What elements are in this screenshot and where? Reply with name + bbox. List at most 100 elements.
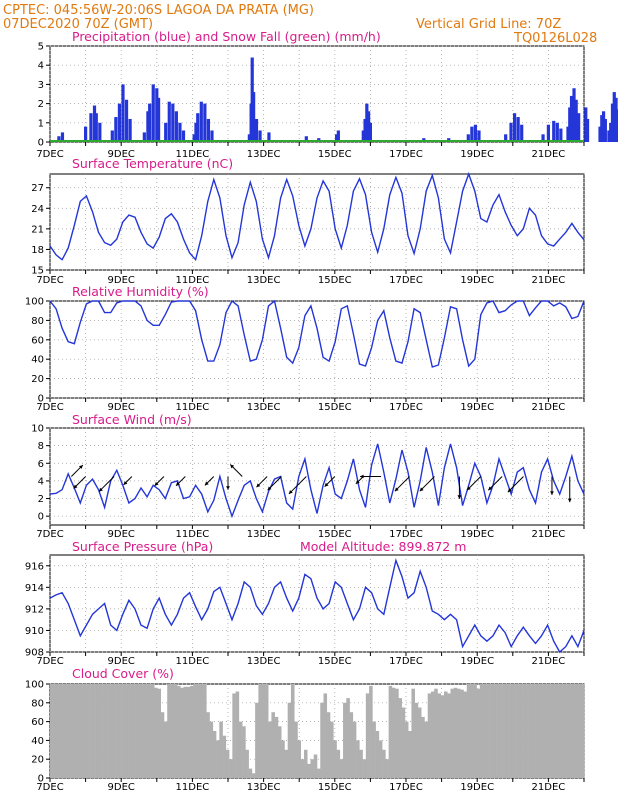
panel-title: Precipitation (blue) and Snow Fall (gree… <box>72 29 381 44</box>
y-tick-label: 8 <box>38 441 44 452</box>
cloud-bar <box>56 684 61 778</box>
x-tick-label: 19DEC <box>460 782 494 793</box>
cloud-bar <box>268 721 272 778</box>
series-line <box>49 557 585 654</box>
precip-bar <box>114 117 118 142</box>
precip-bar <box>336 130 340 142</box>
cloud-bar <box>518 684 523 778</box>
cloud-bar <box>401 707 406 778</box>
cloud-bar <box>82 684 87 778</box>
cloud-bar <box>326 712 331 778</box>
cloud-bar <box>186 686 191 778</box>
x-tick-label: 11DEC <box>176 656 210 667</box>
y-tick-label: 40 <box>31 355 44 366</box>
cloud-bar <box>567 684 572 778</box>
cloud-bar <box>294 721 298 778</box>
cloud-bar <box>414 702 419 778</box>
cloud-bar <box>157 688 162 778</box>
panel-1: 15 18 21 24 27 7DEC 9DEC 11DEC 13DEC 15DEC 17DEC 19… <box>31 156 585 286</box>
wind-arrow <box>507 476 524 493</box>
cloud-bar <box>206 712 210 778</box>
cloud-bar <box>333 740 337 778</box>
precip-bar <box>267 132 271 142</box>
y-tick-label: 20 <box>31 374 44 385</box>
wind-arrow <box>288 476 307 495</box>
x-tick-label: 19DEC <box>460 529 494 540</box>
cloud-bar <box>261 684 266 778</box>
precip-bar <box>84 126 88 142</box>
precip-bar <box>258 130 262 142</box>
x-tick-label: 7DEC <box>36 782 63 793</box>
cloud-bar <box>137 684 142 778</box>
x-tick-label: 21DEC <box>532 656 566 667</box>
x-tick-label: 15DEC <box>318 656 352 667</box>
cloud-bar <box>284 749 288 778</box>
x-tick-label: 9DEC <box>108 275 135 286</box>
cloud-bar <box>580 684 585 778</box>
cloud-bar <box>466 684 471 778</box>
y-tick-label: 0 <box>38 138 44 149</box>
cloud-bar <box>349 712 354 778</box>
cloud-bar <box>365 693 370 778</box>
x-tick-label: 9DEC <box>108 782 135 793</box>
precip-bar <box>252 92 256 142</box>
precip-bar <box>196 113 200 142</box>
cloud-bar <box>502 684 507 778</box>
x-tick-label: 21DEC <box>532 402 566 413</box>
x-tick-label: 7DEC <box>36 149 63 160</box>
cloud-bar <box>382 749 386 778</box>
precip-bar <box>541 134 545 142</box>
y-tick-label: 20 <box>31 755 44 766</box>
precip-bar <box>568 107 572 142</box>
cloud-bar <box>561 684 565 778</box>
cloud-bar <box>180 687 184 778</box>
precip-bar <box>559 128 563 142</box>
cloud-bar <box>531 684 536 778</box>
y-tick-label: 908 <box>25 648 44 659</box>
x-tick-label: 13DEC <box>247 275 281 286</box>
precip-bar <box>247 134 251 142</box>
x-tick-label: 11DEC <box>176 149 210 160</box>
cloud-bar <box>290 684 295 778</box>
panel-title: Surface Wind (m/s) <box>72 412 192 427</box>
cloud-bar <box>121 684 126 778</box>
x-tick-label: 19DEC <box>460 275 494 286</box>
cloud-bar <box>235 691 240 778</box>
wind-arrow-head <box>466 486 471 491</box>
y-tick-label: 4 <box>38 476 44 487</box>
panel-2: 0 20 40 60 80 100 7DEC 9DEC 11DEC 13DEC 15DEC 17DEC… <box>25 284 585 413</box>
precip-bar <box>574 99 578 142</box>
cloud-bar <box>434 688 438 778</box>
y-tick-label: 18 <box>31 245 44 256</box>
precip-bar <box>155 88 159 142</box>
precip-bar <box>509 122 513 142</box>
cloud-bar <box>460 689 464 778</box>
cloud-bar <box>310 759 315 778</box>
cloud-bar <box>385 759 389 778</box>
precip-bar <box>151 84 155 142</box>
precip-bar <box>473 124 478 142</box>
x-tick-label: 17DEC <box>389 782 423 793</box>
cloud-bar <box>124 684 129 778</box>
precip-bar <box>181 130 186 142</box>
x-tick-label: 17DEC <box>389 275 423 286</box>
precip-bar <box>171 103 175 142</box>
cloud-bar <box>72 684 77 778</box>
y-tick-label: 2 <box>38 494 44 505</box>
cloud-bar <box>473 684 477 778</box>
cloud-bar <box>196 684 201 778</box>
y-tick-label: 15 <box>31 266 44 277</box>
panel-4: 908 910 912 914 916 7DEC 9DEC 11DEC 13DEC 15DEC 17… <box>25 539 585 667</box>
wind-arrow-head <box>226 486 230 490</box>
y-tick-label: 100 <box>25 680 44 691</box>
cloud-bar <box>118 684 122 778</box>
cloud-bar <box>281 740 285 778</box>
header-location: CPTEC: 045:56W-20:06S LAGOA DA PRATA (MG… <box>3 3 314 18</box>
cloud-bar <box>375 731 380 778</box>
wind-arrow-head <box>176 481 180 486</box>
y-tick-label: 80 <box>31 698 44 709</box>
precip-bar <box>504 134 508 142</box>
cloud-bar <box>222 735 227 778</box>
wind-arrow-head <box>123 480 128 485</box>
cloud-bar <box>346 698 350 778</box>
